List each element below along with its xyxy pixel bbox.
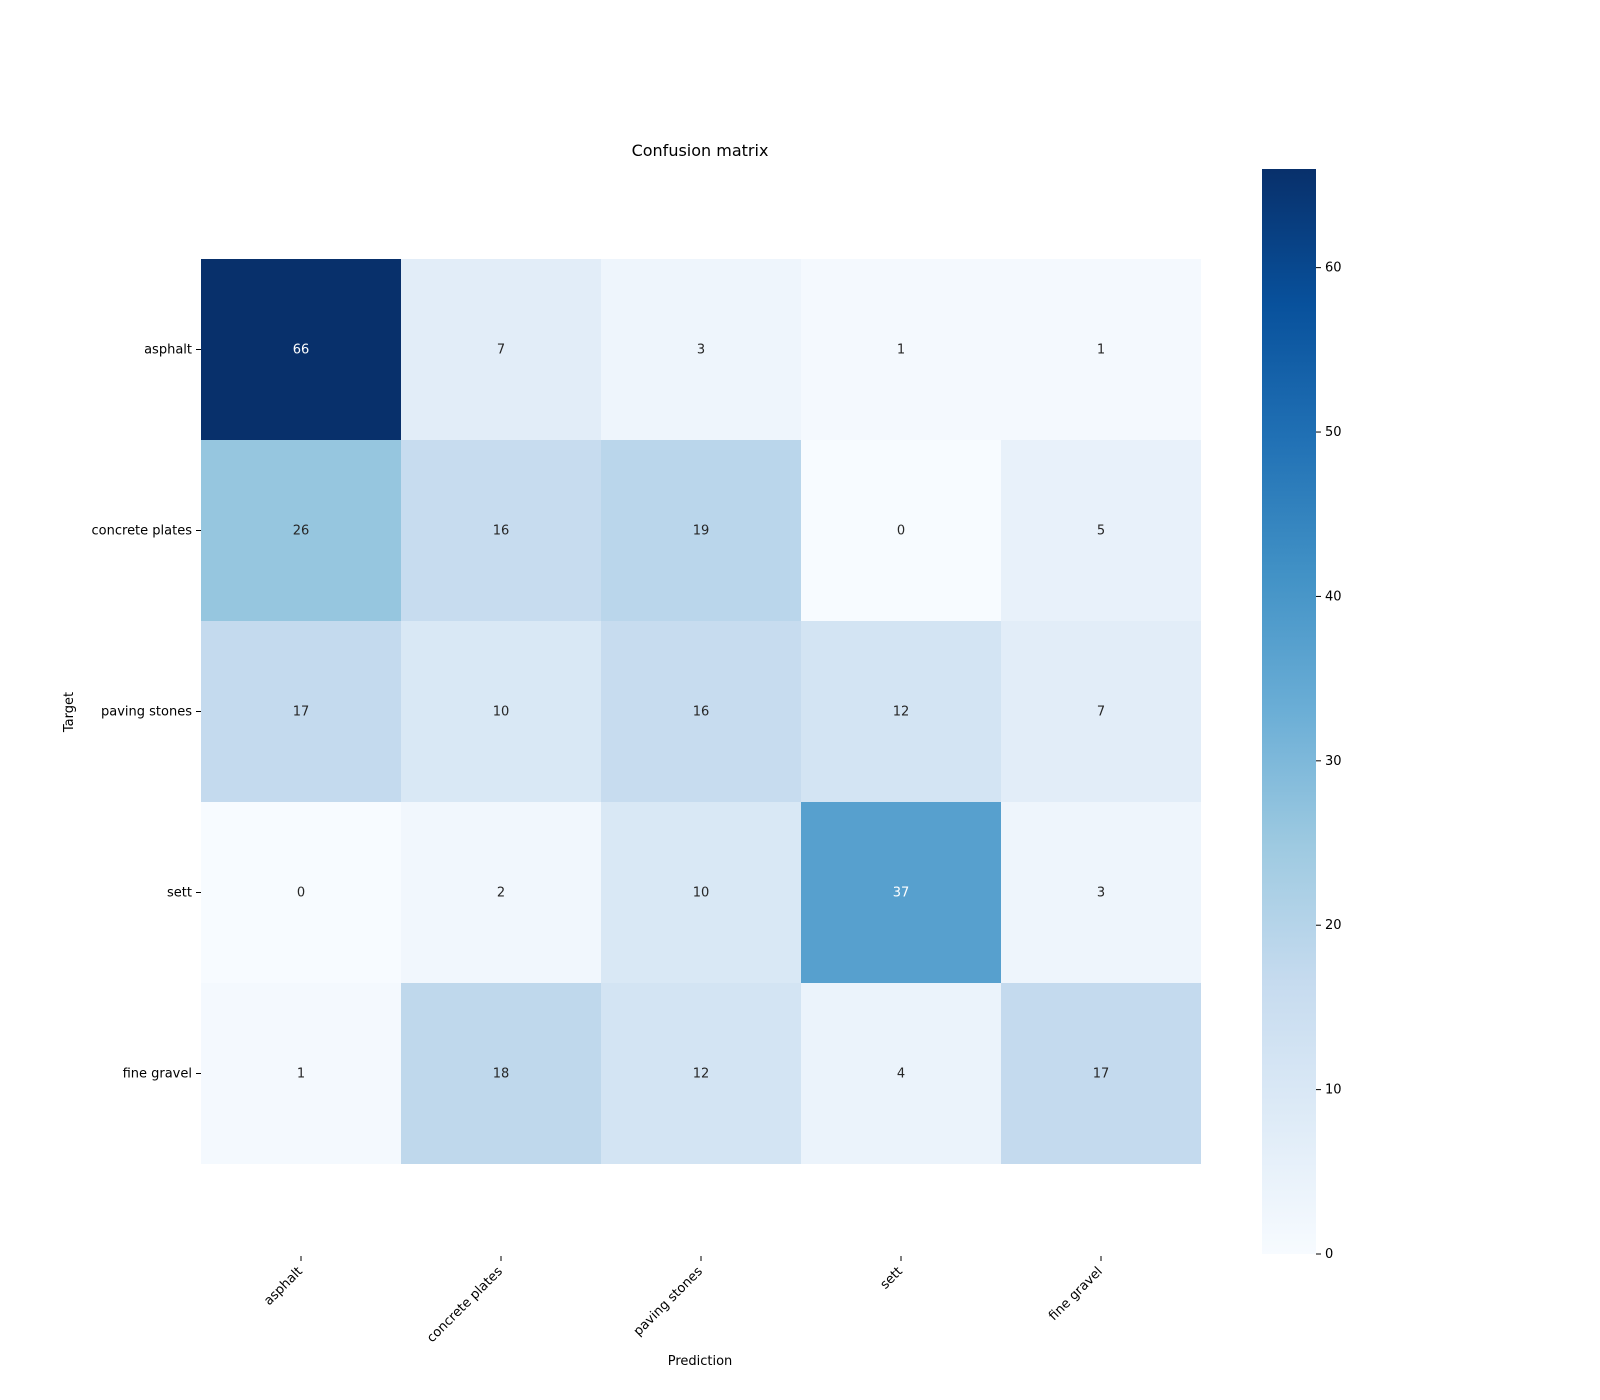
cell-value-label: 26 (293, 524, 310, 539)
heatmap-cell (601, 259, 801, 440)
colorbar-tick-label: 0 (1325, 1247, 1333, 1262)
x-axis: asphalt concrete plates paving stones sett f… (261, 1256, 1106, 1346)
colorbar-tick-label: 20 (1325, 918, 1342, 933)
colorbar-tick-label: 50 (1325, 425, 1342, 440)
heatmap-cell (401, 802, 601, 983)
colorbar-tick-label: 60 (1325, 261, 1342, 276)
heatmap-cell (1001, 983, 1201, 1164)
colorbar: 0 10 20 30 40 50 60 (1262, 169, 1342, 1262)
heatmap-cell (1001, 621, 1201, 802)
heatmap-cell (401, 440, 601, 621)
heatmap-cell (201, 259, 401, 440)
cell-value-label: 3 (697, 343, 705, 358)
cell-value-label: 19 (693, 524, 710, 539)
colorbar-tick-label: 10 (1325, 1083, 1342, 1098)
heatmap-cell (1001, 802, 1201, 983)
heatmap-cells (201, 259, 1201, 1164)
cell-value-label: 12 (693, 1067, 710, 1082)
cell-value-label: 17 (1093, 1067, 1110, 1082)
heatmap-cell (401, 259, 601, 440)
cell-value-label: 4 (897, 1067, 905, 1082)
heatmap-cell (801, 621, 1001, 802)
heatmap-cell (201, 983, 401, 1164)
heatmap-cell (201, 802, 401, 983)
cell-value-label: 1 (897, 343, 905, 358)
heatmap-cell (1001, 440, 1201, 621)
heatmap-cell (201, 440, 401, 621)
x-tick-label: paving stones (631, 1264, 706, 1339)
heatmap-cell (801, 983, 1001, 1164)
y-tick-label: paving stones (101, 705, 192, 720)
cell-value-label: 0 (297, 886, 305, 901)
cell-value-label: 18 (493, 1067, 510, 1082)
cell-value-label: 10 (493, 705, 510, 720)
chart-title: Confusion matrix (632, 141, 769, 160)
cell-value-label: 37 (893, 886, 910, 901)
heatmap-cell (601, 621, 801, 802)
cell-value-label: 7 (1097, 705, 1105, 720)
cell-value-label: 17 (293, 705, 310, 720)
x-tick-label: asphalt (261, 1264, 305, 1308)
heatmap-cell (801, 259, 1001, 440)
heatmap-cell (1001, 259, 1201, 440)
cell-value-label: 16 (493, 524, 510, 539)
cell-value-label: 1 (1097, 343, 1105, 358)
heatmap-cell (601, 440, 801, 621)
colorbar-gradient (1262, 169, 1316, 1254)
y-tick-label: concrete plates (92, 524, 193, 539)
cell-value-label: 3 (1097, 886, 1105, 901)
x-tick-label: concrete plates (424, 1264, 506, 1346)
y-axis-label: Target (62, 692, 77, 733)
colorbar-tick-label: 40 (1325, 589, 1342, 604)
x-tick-label: fine gravel (1046, 1264, 1106, 1324)
cell-value-label: 16 (693, 705, 710, 720)
cell-value-label: 0 (897, 524, 905, 539)
heatmap-cell-labels: 66 7 3 1 1 26 16 19 0 5 17 10 16 12 7 0 2 10 37 3 1 18 12 4 17 (293, 343, 1110, 1082)
cell-value-label: 5 (1097, 524, 1105, 539)
y-tick-label: sett (167, 886, 192, 901)
cell-value-label: 10 (693, 886, 710, 901)
cell-value-label: 7 (497, 343, 505, 358)
x-axis-label: Prediction (668, 1354, 733, 1369)
cell-value-label: 1 (297, 1067, 305, 1082)
heatmap-cell (401, 621, 601, 802)
heatmap-cell (801, 802, 1001, 983)
heatmap-cell (601, 983, 801, 1164)
heatmap-cell (201, 621, 401, 802)
heatmap-cell (601, 802, 801, 983)
cell-value-label: 2 (497, 886, 505, 901)
x-tick-label: sett (878, 1264, 906, 1292)
y-tick-label: fine gravel (123, 1067, 192, 1082)
heatmap-cell (801, 440, 1001, 621)
y-axis: asphalt concrete plates paving stones sett f… (92, 343, 201, 1082)
colorbar-tick-label: 30 (1325, 754, 1342, 769)
cell-value-label: 12 (893, 705, 910, 720)
cell-value-label: 66 (293, 343, 310, 358)
y-tick-label: asphalt (144, 343, 192, 358)
heatmap-cell (401, 983, 601, 1164)
